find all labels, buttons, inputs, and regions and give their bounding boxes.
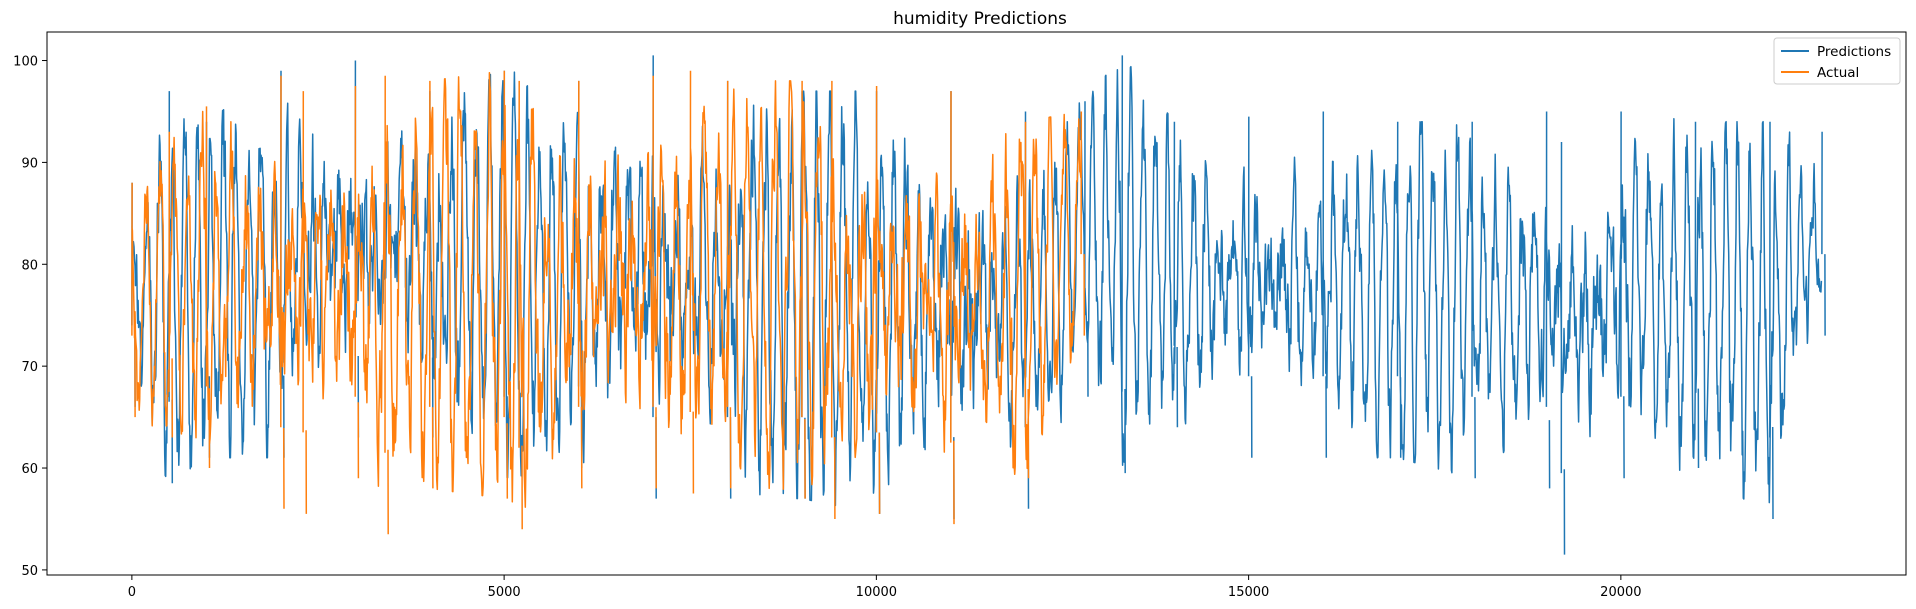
y-tick-label: 60 [21,462,38,477]
y-tick-label: 90 [21,156,38,171]
series-line-actual [131,70,1086,535]
y-tick-label: 70 [21,360,38,375]
y-axis: 50 60 70 80 90 100 [13,55,47,579]
series-layer [131,55,1826,555]
chart-title: humidity Predictions [893,9,1067,29]
x-tick-label: 0 [128,585,136,600]
x-tick-label: 20000 [1600,585,1641,600]
legend-label-predictions: Predictions [1817,44,1891,60]
plot-area-frame [46,31,1907,576]
legend: Predictions Actual [1773,37,1901,85]
x-tick-label: 5000 [488,585,521,600]
x-axis: 0 5000 10000 15000 20000 [128,575,1642,600]
x-tick-label: 15000 [1228,585,1269,600]
y-tick-label: 80 [21,258,38,273]
legend-label-actual: Actual [1817,65,1859,81]
y-tick-label: 50 [21,564,38,579]
x-tick-label: 10000 [856,585,897,600]
y-tick-label: 100 [13,55,38,70]
